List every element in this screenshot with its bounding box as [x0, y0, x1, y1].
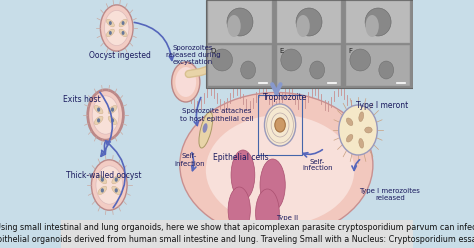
Ellipse shape: [97, 118, 100, 123]
Bar: [346, 45, 410, 86]
Text: Type II: Type II: [276, 215, 299, 221]
Ellipse shape: [98, 175, 107, 184]
Ellipse shape: [122, 21, 125, 25]
Ellipse shape: [180, 93, 373, 238]
Ellipse shape: [104, 10, 129, 46]
Ellipse shape: [365, 127, 372, 133]
Ellipse shape: [310, 61, 325, 79]
Ellipse shape: [264, 104, 296, 146]
Text: Exits host: Exits host: [63, 95, 100, 104]
Ellipse shape: [109, 21, 112, 25]
Ellipse shape: [212, 49, 233, 71]
Ellipse shape: [112, 175, 120, 184]
Ellipse shape: [122, 31, 125, 35]
Ellipse shape: [92, 96, 119, 134]
Text: Oocyst ingested: Oocyst ingested: [90, 51, 151, 60]
Ellipse shape: [206, 115, 355, 225]
Text: F: F: [348, 48, 352, 54]
Bar: [206, 0, 413, 88]
Bar: [61, 220, 413, 248]
Text: Self-
infection: Self- infection: [174, 154, 205, 166]
Bar: [277, 1, 341, 43]
Ellipse shape: [199, 112, 213, 148]
Text: Using small intestinal and lung organoids, here we show that apicomplexan parasi: Using small intestinal and lung organoid…: [0, 223, 474, 233]
Ellipse shape: [296, 8, 322, 36]
Ellipse shape: [101, 188, 104, 192]
Ellipse shape: [365, 15, 379, 37]
Ellipse shape: [359, 138, 364, 148]
Ellipse shape: [359, 112, 364, 122]
Ellipse shape: [119, 19, 127, 27]
Ellipse shape: [115, 177, 118, 182]
Ellipse shape: [94, 116, 103, 124]
Ellipse shape: [108, 105, 117, 114]
Ellipse shape: [296, 15, 310, 37]
Ellipse shape: [339, 105, 377, 155]
Ellipse shape: [207, 65, 212, 71]
Ellipse shape: [109, 31, 112, 35]
Ellipse shape: [346, 118, 353, 125]
Text: epithelial organoids derived from human small intestine and lung. Traveling Smal: epithelial organoids derived from human …: [0, 235, 474, 244]
Text: Epithelial cells: Epithelial cells: [213, 154, 269, 162]
Ellipse shape: [172, 62, 200, 102]
Ellipse shape: [281, 49, 301, 71]
Ellipse shape: [108, 116, 117, 124]
Ellipse shape: [96, 166, 123, 204]
Text: Self-
infection: Self- infection: [302, 158, 332, 172]
Bar: [208, 1, 272, 43]
Ellipse shape: [231, 150, 255, 200]
Text: Type I merozoites
released: Type I merozoites released: [360, 188, 420, 201]
Ellipse shape: [350, 49, 371, 71]
Text: Thick-walled oocyst: Thick-walled oocyst: [66, 171, 142, 180]
Ellipse shape: [111, 118, 114, 123]
Bar: [346, 1, 410, 43]
Ellipse shape: [228, 187, 250, 233]
Ellipse shape: [112, 186, 120, 195]
Bar: [208, 45, 272, 86]
Ellipse shape: [97, 107, 100, 112]
Ellipse shape: [91, 160, 127, 210]
Ellipse shape: [202, 123, 208, 133]
Bar: [277, 45, 341, 86]
Text: Type I meront: Type I meront: [356, 100, 408, 110]
Ellipse shape: [175, 67, 196, 97]
Ellipse shape: [101, 177, 104, 182]
Text: E: E: [279, 48, 284, 54]
Ellipse shape: [94, 105, 103, 114]
Text: D: D: [210, 48, 216, 54]
Text: Sporozoites
released during
excystation: Sporozoites released during excystation: [166, 45, 220, 65]
Ellipse shape: [365, 8, 391, 36]
Ellipse shape: [119, 29, 127, 37]
Text: Sporozoite attaches
to host epithelial cell: Sporozoite attaches to host epithelial c…: [180, 109, 254, 122]
Ellipse shape: [106, 29, 114, 37]
Ellipse shape: [241, 61, 255, 79]
Bar: [258, 95, 302, 155]
Ellipse shape: [227, 8, 253, 36]
Ellipse shape: [255, 189, 279, 237]
Ellipse shape: [115, 188, 118, 192]
Ellipse shape: [379, 61, 394, 79]
Ellipse shape: [88, 90, 123, 140]
Ellipse shape: [260, 159, 285, 211]
Bar: [61, 0, 413, 220]
Ellipse shape: [111, 107, 114, 112]
Ellipse shape: [228, 15, 241, 37]
Ellipse shape: [346, 134, 353, 142]
Ellipse shape: [100, 5, 133, 51]
Ellipse shape: [98, 186, 107, 195]
Text: Trophozoite: Trophozoite: [263, 93, 308, 102]
Ellipse shape: [275, 118, 285, 132]
Ellipse shape: [106, 19, 114, 27]
